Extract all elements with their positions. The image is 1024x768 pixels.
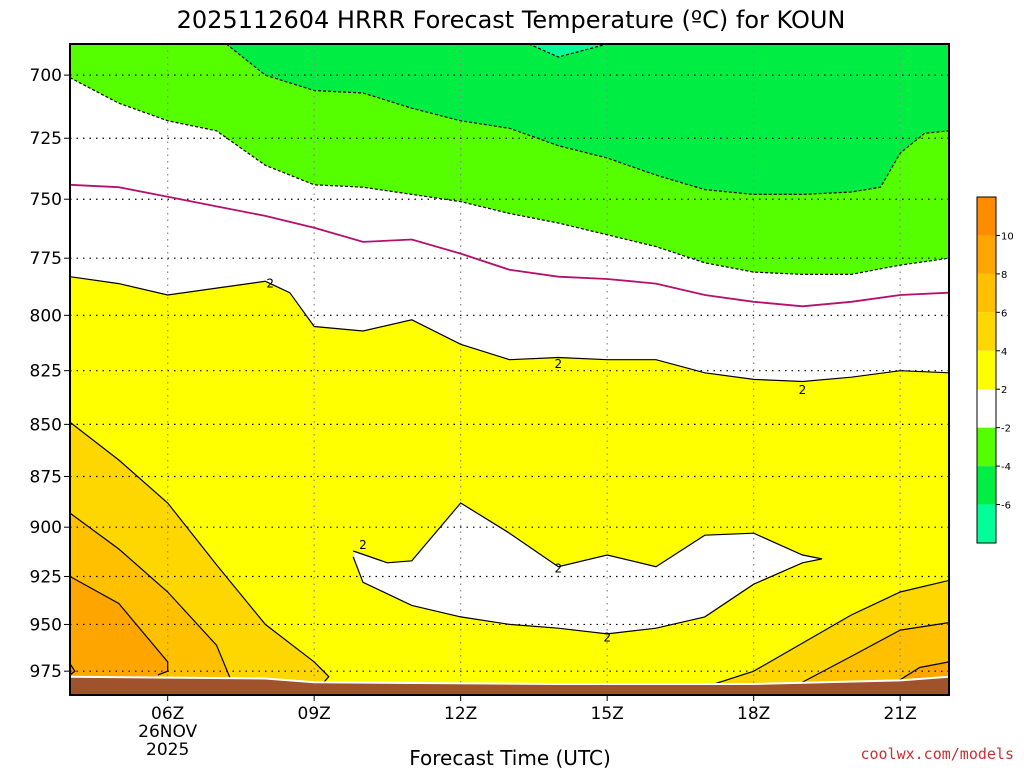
credit-text: coolwx.com/models xyxy=(860,745,1014,763)
contour-line xyxy=(70,421,330,683)
x-tick-date: 26NOV xyxy=(138,722,197,742)
contour-label: 2 xyxy=(555,357,563,371)
grid xyxy=(70,44,949,695)
x-tick-label: 18Z xyxy=(737,704,770,724)
contour-line xyxy=(352,502,823,635)
x-tick-label: 09Z xyxy=(298,704,331,724)
colorbar-band xyxy=(977,197,996,236)
colorbar-tick-label: 10 xyxy=(1001,231,1014,242)
contour-line xyxy=(70,663,76,676)
y-tick-label: 900 xyxy=(30,518,62,538)
contour-line xyxy=(70,276,949,383)
y-tick-label: 975 xyxy=(30,662,62,682)
contour-line xyxy=(70,183,949,308)
fill-band-darkgreen xyxy=(226,44,949,195)
fill-band-white xyxy=(70,77,949,382)
ground-terrain xyxy=(70,675,949,695)
y-tick-label: 700 xyxy=(30,66,62,86)
colorbar-tick-label: 2 xyxy=(1001,385,1007,396)
colorbar-band xyxy=(977,235,996,274)
contour-line xyxy=(777,622,949,695)
contour-label: 2 xyxy=(799,383,807,397)
contour-label: 2 xyxy=(266,277,274,291)
contour-label: 2 xyxy=(603,631,611,645)
y-tick-label: 775 xyxy=(30,249,62,269)
x-tick-year: 2025 xyxy=(146,740,189,760)
colorbar-tick-label: -6 xyxy=(1001,501,1011,512)
chart-title: 2025112604 HRRR Forecast Temperature (ºC… xyxy=(177,6,846,34)
x-tick-label: 21Z xyxy=(884,704,917,724)
colorbar-band xyxy=(977,273,996,313)
colorbar-frame xyxy=(976,196,997,544)
contours xyxy=(70,44,949,695)
y-tick-label: 875 xyxy=(30,468,62,488)
y-tick-label: 825 xyxy=(30,362,62,382)
colorbar: 10 8 6 4 2 -2 -4 -6 xyxy=(976,196,1014,544)
fill-band-aqua xyxy=(529,44,608,57)
colorbar-tick-label: -4 xyxy=(1001,462,1011,473)
colorbar-tick-label: 4 xyxy=(1001,347,1007,358)
colorbar-band xyxy=(977,427,996,467)
contour-line xyxy=(70,77,949,275)
colorbar-band xyxy=(977,389,996,428)
contour-line xyxy=(70,512,232,681)
contour-line xyxy=(70,575,169,676)
contour-line xyxy=(225,44,949,195)
contour-line xyxy=(680,579,949,695)
contour-line xyxy=(528,44,608,58)
y-tick-label: 850 xyxy=(30,415,62,435)
y-tick-label: 925 xyxy=(30,567,62,587)
colorbar-band xyxy=(977,312,996,351)
y-tick-label: 950 xyxy=(30,615,62,635)
contour-labels: 2 2 2 2 2 2 xyxy=(266,277,806,645)
plot-frame xyxy=(69,43,950,696)
ground-edge xyxy=(70,675,949,685)
x-tick-label: 12Z xyxy=(444,704,477,724)
y-tick-label: 725 xyxy=(30,129,62,149)
colorbar-tick-label: -2 xyxy=(1001,424,1011,435)
y-axis: 700 725 750 775 800 825 850 875 900 925 950 975 xyxy=(30,66,70,682)
colorbar-tick-label: 6 xyxy=(1001,308,1007,319)
contour-label: 2 xyxy=(555,562,563,576)
colorbar-band xyxy=(977,350,996,390)
x-axis-label: Forecast Time (UTC) xyxy=(409,746,611,768)
colorbar-band xyxy=(977,466,996,505)
y-tick-label: 750 xyxy=(30,190,62,210)
colorbar-tick-label: 8 xyxy=(1001,270,1007,281)
contour-label: 2 xyxy=(359,538,367,552)
x-tick-label: 15Z xyxy=(591,704,624,724)
y-tick-label: 800 xyxy=(30,306,62,326)
colorbar-band xyxy=(977,504,996,543)
fill-band-orange-left xyxy=(70,576,168,695)
temperature-fill xyxy=(70,44,949,695)
x-tick-label: 06Z xyxy=(151,704,184,724)
